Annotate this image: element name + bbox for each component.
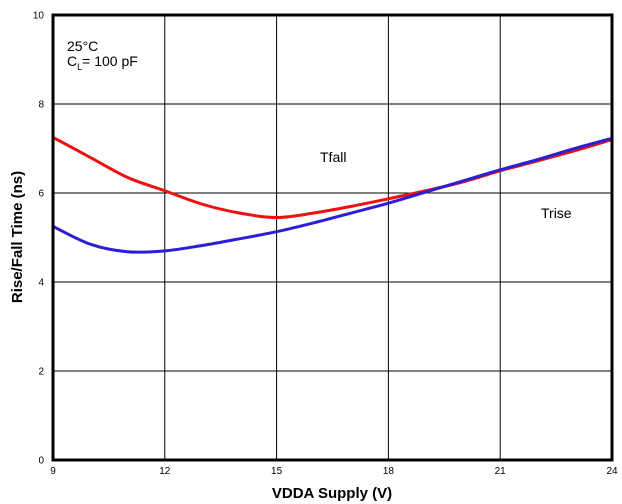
x-tick-label: 9 <box>50 466 56 477</box>
y-tick-label: 6 <box>38 189 44 200</box>
y-tick-label: 10 <box>33 11 45 22</box>
grid <box>53 15 612 460</box>
y-tick-labels: 0 2 4 6 8 10 <box>33 11 45 467</box>
y-axis-title: Rise/Fall Time (ns) <box>9 171 26 303</box>
plot-frame <box>51 13 614 462</box>
temperature-label: 25°C <box>67 38 98 54</box>
load-subscript: L <box>77 62 82 72</box>
x-tick-labels: 9 12 15 18 21 24 <box>50 466 618 477</box>
x-tick-label: 24 <box>606 466 618 477</box>
y-tick-label: 0 <box>38 456 44 467</box>
load-prefix: C <box>67 53 77 69</box>
x-tick-label: 15 <box>271 466 283 477</box>
x-tick-label: 18 <box>383 466 395 477</box>
trise-label: Trise <box>541 205 572 221</box>
tfall-label: Tfall <box>320 149 346 165</box>
x-axis-title: VDDA Supply (V) <box>272 485 392 502</box>
y-tick-label: 8 <box>38 100 44 111</box>
load-suffix: = 100 pF <box>82 53 138 69</box>
series-lines <box>51 135 614 254</box>
y-tick-label: 4 <box>38 278 44 289</box>
x-tick-label: 12 <box>159 466 171 477</box>
y-tick-label: 2 <box>38 367 44 378</box>
load-capacitance-label: CL= 100 pF <box>67 53 138 72</box>
x-tick-label: 21 <box>495 466 507 477</box>
series-line-trise <box>51 136 614 254</box>
